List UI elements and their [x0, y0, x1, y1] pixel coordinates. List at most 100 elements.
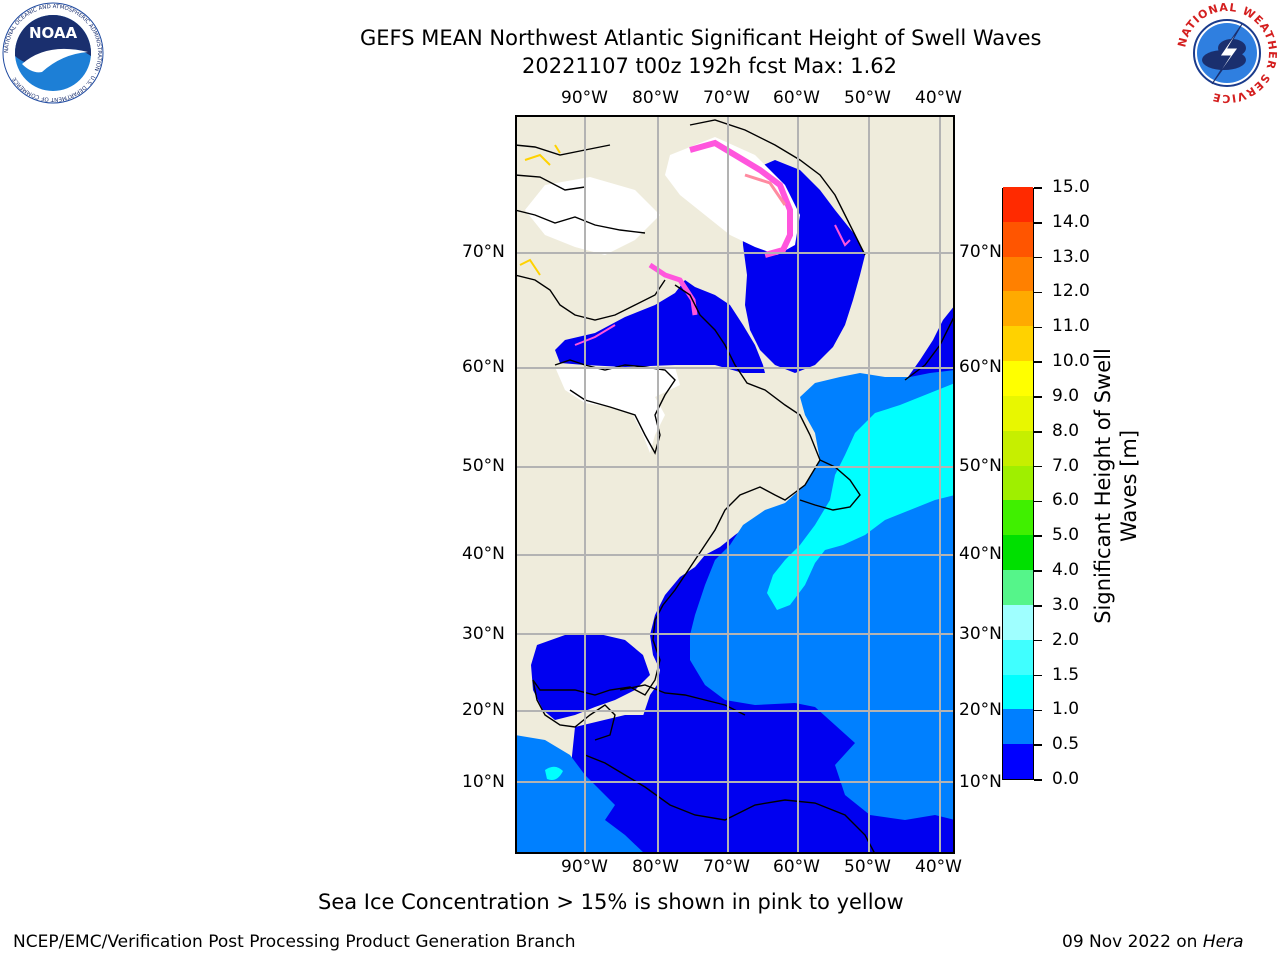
lat-label-left: 20°N: [462, 700, 505, 720]
lon-label-top: 40°W: [915, 88, 962, 108]
colorbar-segment: [1003, 186, 1033, 222]
colorbar-segment: [1003, 743, 1033, 779]
colorbar-tick-label: 6.0: [1052, 490, 1080, 511]
colorbar-tick-mark: [1034, 605, 1042, 607]
lat-label-right: 30°N: [959, 624, 1002, 644]
lat-label-right: 70°N: [959, 242, 1002, 262]
colorbar-tick-label: 5.0: [1052, 525, 1080, 546]
colorbar-segment: [1003, 604, 1033, 640]
lat-label-left: 70°N: [462, 242, 505, 262]
lon-label-top: 70°W: [703, 88, 750, 108]
colorbar-tick-label: 2.0: [1052, 629, 1080, 650]
colorbar-tick-label: 0.5: [1052, 734, 1080, 755]
colorbar-tick-label: 12.0: [1052, 281, 1090, 302]
colorbar-tick-mark: [1034, 291, 1042, 294]
chart-subtitle: 20221107 t00z 192h fcst Max: 1.62: [522, 54, 897, 78]
colorbar-tick-mark: [1034, 256, 1042, 259]
noaa-logo: NOAA NATIONAL OCEANIC AND ATMOSPHERIC AD…: [2, 2, 104, 104]
colorbar-tick-label: 1.0: [1052, 699, 1080, 720]
footer-date-text: 09 Nov 2022 on: [1062, 932, 1203, 952]
colorbar-tick-label: 1.5: [1052, 664, 1080, 685]
colorbar-segment: [1003, 360, 1033, 396]
colorbar-label-line2: Waves [m]: [1117, 429, 1141, 543]
colorbar-tick-label: 4.0: [1052, 560, 1080, 581]
arctic-no-data: [665, 137, 800, 255]
lat-label-left: 30°N: [462, 624, 505, 644]
colorbar-tick-mark: [1034, 744, 1042, 746]
colorbar-tick-mark: [1034, 570, 1042, 572]
map-panel: [514, 115, 956, 855]
colorbar-segment: [1003, 290, 1033, 327]
colorbar-tick-mark: [1034, 535, 1042, 537]
lat-label-left: 60°N: [462, 357, 505, 377]
colorbar-tick-mark: [1034, 674, 1042, 677]
svg-text:NOAA: NOAA: [29, 24, 78, 42]
nws-logo: NATIONAL WEATHER SERVICE: [1175, 1, 1278, 105]
lon-label-bottom: 70°W: [703, 857, 750, 877]
caribbean-sea: [570, 715, 815, 795]
lat-label-right: 60°N: [959, 357, 1002, 377]
lat-label-right: 10°N: [959, 772, 1002, 792]
colorbar-tick-mark: [1034, 639, 1042, 642]
colorbar-tick-label: 3.0: [1052, 594, 1080, 615]
lon-label-bottom: 50°W: [844, 857, 891, 877]
colorbar-tick-label: 8.0: [1052, 420, 1080, 441]
lat-label-left: 40°N: [462, 544, 505, 564]
map-svg: [514, 115, 956, 855]
gulf-of-mexico: [531, 633, 650, 720]
colorbar-tick-label: 9.0: [1052, 385, 1080, 406]
footer-date: 09 Nov 2022 on Hera: [1062, 932, 1244, 952]
colorbar-segment: [1003, 534, 1033, 571]
colorbar-segment: [1003, 674, 1033, 710]
colorbar-tick-mark: [1034, 431, 1042, 433]
hudson-bay: [555, 280, 765, 373]
hudson-south-white: [555, 367, 680, 453]
colorbar-tick-mark: [1034, 326, 1042, 329]
colorbar-tick-label: 10.0: [1052, 351, 1090, 372]
colorbar-tick-mark: [1034, 465, 1042, 468]
chart-title: GEFS MEAN Northwest Atlantic Significant…: [360, 26, 1042, 50]
colorbar-tick-label: 11.0: [1052, 316, 1090, 337]
lon-label-top: 80°W: [632, 88, 679, 108]
colorbar-label-line1: Significant Height of Swell: [1091, 348, 1115, 624]
colorbar-segment: [1003, 465, 1033, 501]
pacific-ocean: [515, 735, 645, 854]
colorbar-segment: [1003, 221, 1033, 257]
colorbar-tick-label: 15.0: [1052, 177, 1090, 197]
colorbar-tick-mark: [1034, 222, 1042, 224]
colorbar-tick-mark: [1034, 500, 1042, 503]
colorbar-tick-mark: [1034, 779, 1042, 781]
lat-label-left: 50°N: [462, 456, 505, 476]
colorbar-label: Significant Height of Swell Waves [m]: [1090, 348, 1142, 624]
swell-region-1p0: [767, 383, 955, 610]
colorbar-tick-mark: [1034, 187, 1042, 189]
colorbar-segment: [1003, 430, 1033, 466]
colorbar-segment: [1003, 256, 1033, 292]
graticule: [515, 115, 955, 854]
colorbar-segment: [1003, 569, 1033, 605]
lat-label-left: 10°N: [462, 772, 505, 792]
colorbar-tick-mark: [1034, 361, 1042, 363]
colorbar: [1002, 186, 1034, 780]
lon-label-top: 60°W: [773, 88, 820, 108]
colorbar-tick-label: 0.0: [1052, 769, 1080, 789]
colorbar-segment: [1003, 325, 1033, 362]
colorbar-segment: [1003, 708, 1033, 745]
lat-label-right: 20°N: [959, 700, 1002, 720]
footer-host: Hera: [1202, 932, 1244, 952]
colorbar-tick-mark: [1034, 709, 1042, 712]
colorbar-tick-label: 14.0: [1052, 211, 1090, 232]
lon-label-bottom: 40°W: [915, 857, 962, 877]
colorbar-segment: [1003, 395, 1033, 431]
colorbar-tick-label: 13.0: [1052, 246, 1090, 267]
lon-label-top: 90°W: [561, 88, 608, 108]
colorbar-segment: [1003, 499, 1033, 536]
footer-branch: NCEP/EMC/Verification Post Processing Pr…: [13, 932, 576, 952]
colorbar-tick-mark: [1034, 396, 1042, 398]
lon-label-bottom: 80°W: [632, 857, 679, 877]
lat-label-right: 50°N: [959, 456, 1002, 476]
sea-ice-caption: Sea Ice Concentration > 15% is shown in …: [318, 890, 904, 914]
lon-label-top: 50°W: [844, 88, 891, 108]
lat-label-right: 40°N: [959, 544, 1002, 564]
colorbar-tick-label: 7.0: [1052, 455, 1080, 476]
